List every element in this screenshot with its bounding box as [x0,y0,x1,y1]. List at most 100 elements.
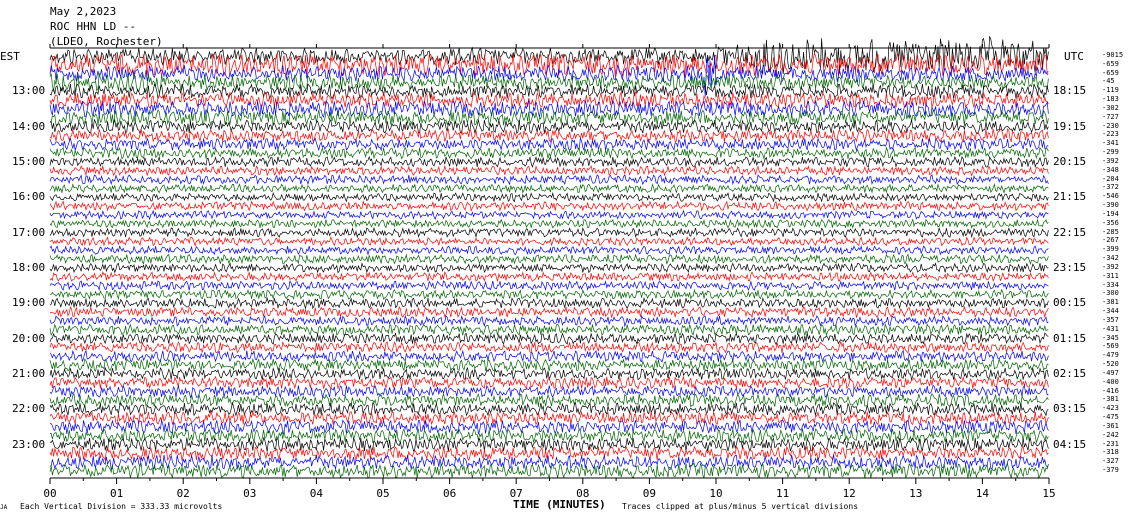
trace-offset-label: -400 [1102,377,1119,386]
trace-offset-label: -659 [1102,59,1119,68]
est-hour-tick: 15:00 [12,154,46,168]
seismic-trace-row [49,109,1049,127]
trace-offset-label: -392 [1102,262,1119,271]
trace-offset-label: -399 [1102,245,1119,254]
station-code: ROC HHN LD -- [50,20,137,33]
trace-offset-label: -416 [1102,386,1119,395]
trace-offset-label: -231 [1102,439,1119,448]
plot-frame [49,44,1050,484]
trace-offset-label: -372 [1102,183,1119,192]
est-hour-tick: 17:00 [12,225,46,239]
seismic-trace-row [49,191,1049,203]
seismic-trace-row [49,454,1049,471]
utc-hour-tick: 22:15 [1053,225,1087,239]
trace-offset-label: -334 [1102,280,1119,289]
utc-hour-tick: 03:15 [1053,402,1087,416]
minute-tick-label: 08 [576,487,590,500]
trace-offset-label: -475 [1102,413,1119,422]
trace-offset-label: -242 [1102,430,1119,439]
seismic-trace-row [49,146,1049,160]
seismic-trace-row [49,384,1049,399]
trace-offset-label: -479 [1102,351,1119,360]
est-hour-tick: 19:00 [12,296,46,310]
trace-offset-label: -423 [1102,404,1119,413]
seismic-trace-row [49,340,1049,354]
minute-tick-label: 07 [509,487,523,500]
seismic-trace-row [49,314,1049,328]
seismic-trace-row [49,401,1049,417]
trace-offset-label: -342 [1102,254,1119,263]
minute-tick-label: 13 [909,487,923,500]
est-hour-tick: 20:00 [12,331,46,345]
trace-group [49,36,1049,480]
minute-tick-label: 04 [309,487,324,500]
seismic-trace-row [49,218,1049,230]
trace-offset-label: -267 [1102,236,1119,245]
trace-offset-label: -302 [1102,103,1119,112]
footer-mark: JA [0,504,8,511]
trace-offset-label: -381 [1102,395,1119,404]
trace-offset-label: -119 [1102,86,1119,95]
trace-offset-label: -311 [1102,271,1119,280]
seismic-trace-row [49,332,1049,345]
est-hour-tick: 16:00 [12,190,46,204]
trace-offset-label: -194 [1102,209,1119,218]
trace-offset-label: -223 [1102,130,1119,139]
seismic-trace-row [49,174,1049,186]
seismic-trace-row [49,136,1049,152]
est-hour-tick: 14:00 [12,119,46,133]
seismic-trace-row [49,445,1049,462]
est-hour-tick: 18:00 [12,260,46,274]
seismic-trace-row [49,99,1049,118]
seismic-trace-row [49,226,1049,239]
trace-offset-label: -569 [1102,342,1119,351]
est-hour-tick: 23:00 [12,437,46,451]
minute-tick-label: 06 [442,487,457,500]
utc-axis-label: UTC [1064,50,1084,63]
minute-tick-label: 10 [709,487,723,500]
trace-offset-label: -183 [1102,95,1119,104]
est-hour-tick: 21:00 [12,366,46,380]
trace-offset-label: -327 [1102,457,1119,466]
seismic-trace-row [49,118,1049,135]
vertical-division-note: Each Vertical Division = 333.33 microvol… [20,502,223,511]
minute-tick-label: 11 [775,487,790,500]
trace-offset-label: -381 [1102,298,1119,307]
seismic-trace-row [49,155,1049,169]
utc-hour-tick: 23:15 [1053,260,1087,274]
minute-tick-label: 02 [176,487,190,500]
minute-tick-label: 15 [1042,487,1056,500]
est-hour-tick: 13:00 [12,84,46,98]
seismic-trace-row [49,236,1049,247]
utc-hour-tick: 18:15 [1053,84,1087,98]
trace-offset-label: -341 [1102,139,1119,148]
trace-offset-label: -345 [1102,333,1119,342]
trace-offset-label: -497 [1102,368,1119,377]
seismic-trace-row [49,349,1049,363]
trace-offset-label: -45 [1102,77,1115,86]
seismic-trace-row [49,357,1049,372]
trace-offset-label: -546 [1102,192,1119,201]
seismic-trace-row [49,288,1049,301]
utc-hour-tick: 20:15 [1053,154,1087,168]
trace-offset-label: -356 [1102,218,1119,227]
minute-tick-label: 12 [842,487,856,500]
minute-tick-label: 03 [243,487,257,500]
minute-tick-label: 00 [43,487,57,500]
station-date: May 2,2023 [50,5,117,18]
trace-offset-label: -361 [1102,421,1119,430]
seismic-trace-row [49,127,1049,143]
trace-offset-label: -727 [1102,112,1119,121]
seismic-trace-row [49,392,1049,408]
seismic-trace-row [49,271,1049,282]
seismic-trace-row [49,419,1049,435]
seismic-trace-row [49,375,1049,390]
minute-tick-label: 09 [642,487,657,500]
seismic-trace-row [49,55,1049,97]
seismic-trace-row [49,200,1049,212]
seismic-trace-row [49,83,1049,100]
trace-offset-label: -392 [1102,156,1119,165]
trace-offset-label: -300 [1102,289,1119,298]
utc-hour-tick: 21:15 [1053,190,1087,204]
trace-offset-label: -9015 [1102,51,1124,59]
